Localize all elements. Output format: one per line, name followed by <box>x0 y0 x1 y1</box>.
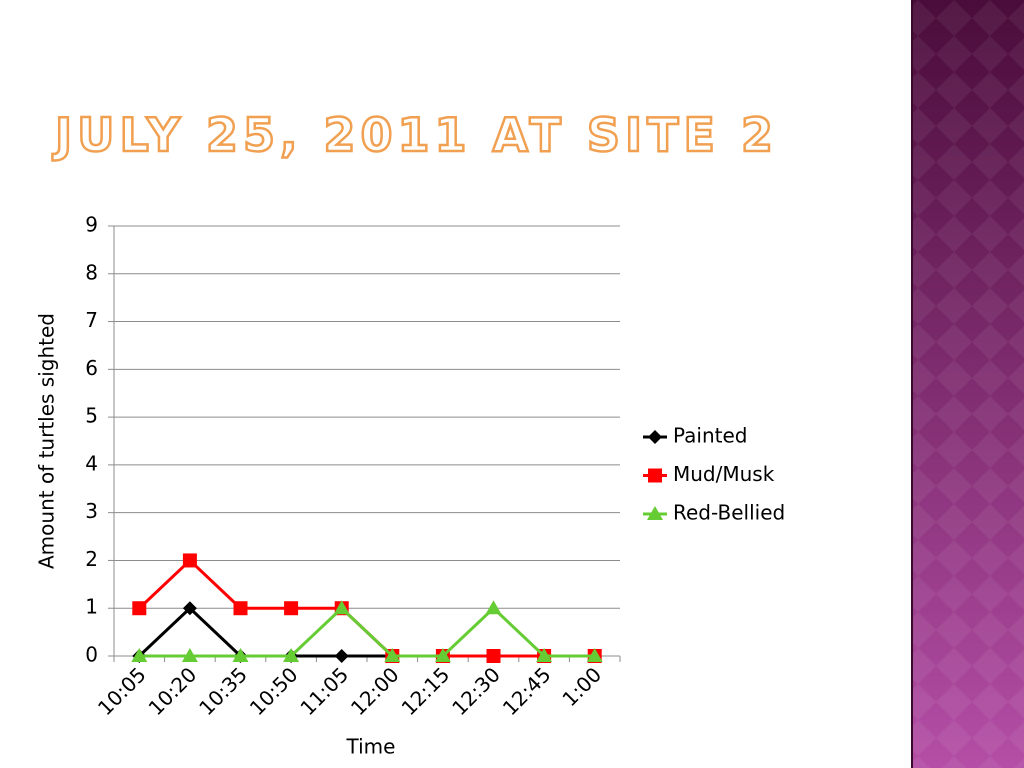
y-tick-label: 9 <box>85 213 98 237</box>
chart-title: JULY 25, 2011 AT SITE 2 <box>52 108 778 162</box>
y-tick-label: 6 <box>85 356 98 380</box>
x-tick-label: 12:45 <box>498 662 556 720</box>
x-tick-label: 10:50 <box>245 662 303 720</box>
series-marker <box>334 649 349 663</box>
y-tick-label: 5 <box>85 404 98 428</box>
legend-marker <box>647 506 663 520</box>
series-marker <box>131 648 148 662</box>
series-marker <box>232 648 249 662</box>
x-tick-label: 10:35 <box>194 662 252 720</box>
x-tick-label: 12:30 <box>447 662 505 720</box>
x-axis-title: Time <box>346 735 396 759</box>
series-marker <box>586 648 603 662</box>
x-tick-label: 10:20 <box>144 662 202 720</box>
legend-marker <box>648 468 662 483</box>
y-tick-label: 3 <box>85 499 98 523</box>
series-marker <box>284 601 299 616</box>
x-tick-label: 12:15 <box>397 662 455 720</box>
series-marker <box>233 601 248 616</box>
series-marker <box>181 648 198 662</box>
series-line <box>139 606 595 658</box>
y-tick-label: 4 <box>85 451 98 475</box>
series-marker <box>536 648 553 662</box>
series-marker <box>486 649 501 663</box>
y-tick-label: 1 <box>85 595 98 619</box>
y-tick-label: 8 <box>85 260 98 284</box>
series-marker <box>434 648 451 662</box>
legend-marker <box>648 430 662 444</box>
legend-label: Red-Bellied <box>673 501 785 525</box>
y-tick-label: 7 <box>85 308 98 332</box>
legend-label: Painted <box>673 424 748 448</box>
y-tick-label: 2 <box>85 547 98 571</box>
series-marker <box>182 601 197 616</box>
series-marker <box>182 553 197 568</box>
series-marker <box>283 648 300 662</box>
side-pattern <box>912 0 1024 768</box>
x-tick-label: 10:05 <box>93 662 151 720</box>
series-marker <box>333 600 350 615</box>
x-tick-label: 12:00 <box>346 662 404 720</box>
series-marker <box>384 648 401 662</box>
x-tick-label: 11:05 <box>295 662 353 720</box>
legend-label: Mud/Musk <box>673 462 775 486</box>
series-marker <box>132 601 147 616</box>
y-tick-label: 0 <box>85 643 98 667</box>
series-marker <box>485 600 502 615</box>
x-tick-label: 1:00 <box>557 662 606 711</box>
y-axis-title: Amount of turtles sighted <box>35 313 59 569</box>
